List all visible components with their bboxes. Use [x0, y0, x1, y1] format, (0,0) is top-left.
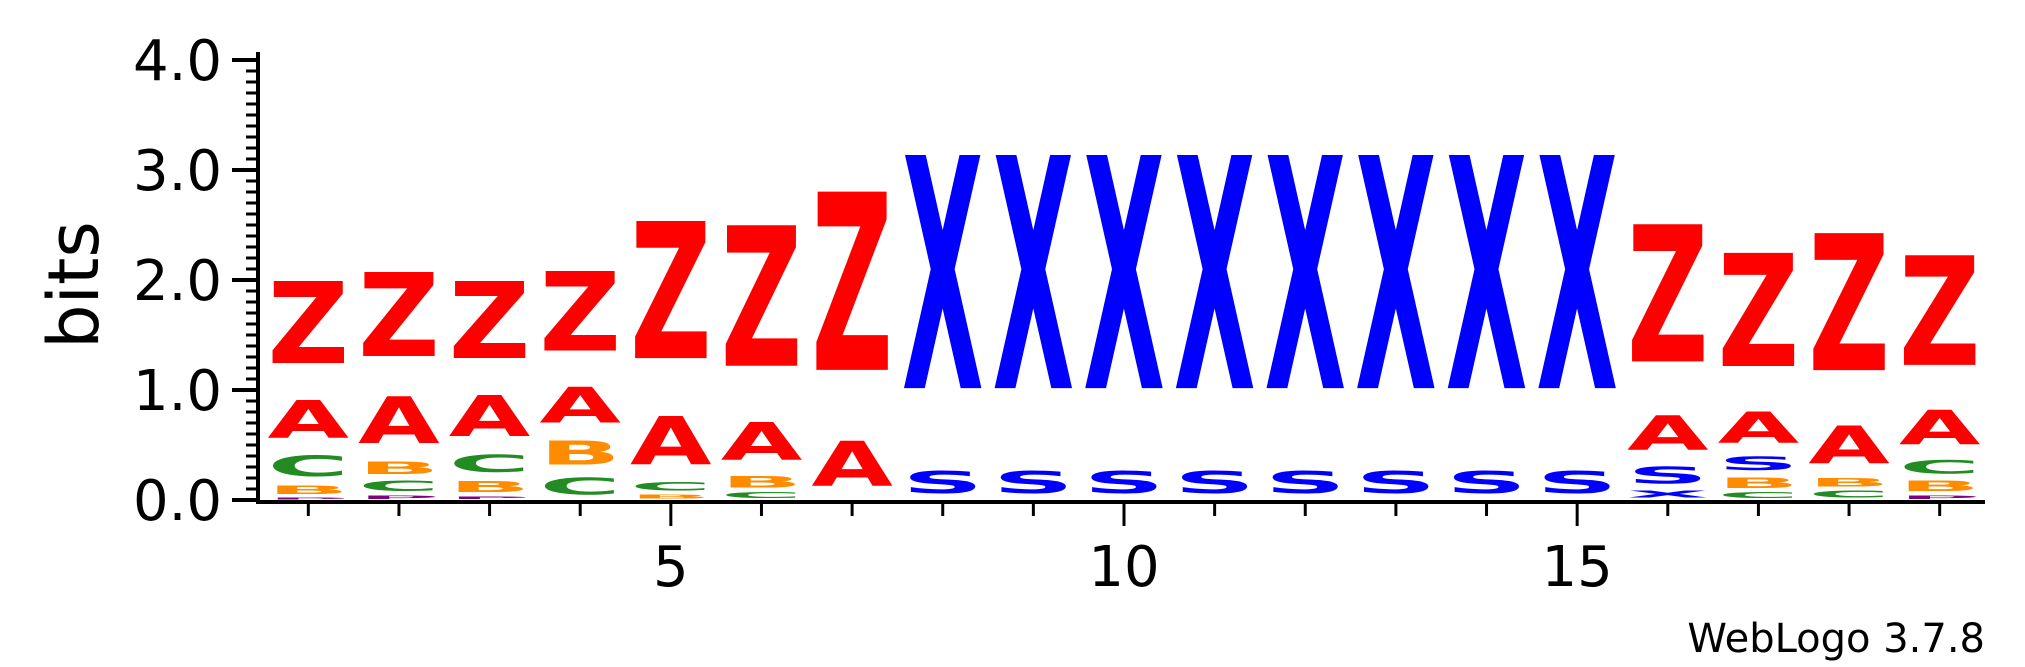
glyph-pos16-Z: Z	[1627, 187, 1709, 407]
glyph-pos19-B: B	[1899, 478, 1981, 494]
y-tick-label: 3.0	[133, 139, 222, 204]
x-axis: 5 10 15	[256, 500, 1985, 600]
glyph-pos18-C: C	[1808, 489, 1890, 500]
glyph-pos6-Z: Z	[721, 189, 803, 413]
glyph-pos2-A: A	[358, 383, 440, 458]
glyph-pos18-B: B	[1808, 476, 1890, 489]
glyph-pos7-Z: Z	[811, 142, 893, 427]
glyph-pos15-S: S	[1536, 465, 1618, 500]
glyph-pos17-S: S	[1718, 453, 1800, 475]
glyph-pos1-P: P	[268, 497, 350, 500]
glyph-pos2-P: P	[358, 495, 440, 500]
glyph-pos7-A: A	[811, 429, 893, 500]
glyph-pos14-S: S	[1446, 465, 1528, 500]
glyph-pos5-Z: Z	[630, 183, 712, 403]
glyph-pos3-B: B	[449, 478, 531, 496]
glyph-pos5-C: C	[630, 480, 712, 493]
glyph-pos16-A: A	[1627, 407, 1709, 462]
glyph-pos2-Z: Z	[358, 250, 440, 383]
glyph-pos19-C: C	[1899, 456, 1981, 478]
x-tick-label: 10	[1088, 535, 1159, 600]
glyph-pos17-B: B	[1718, 475, 1800, 491]
glyph-pos18-A: A	[1808, 415, 1890, 475]
glyph-pos13-S: S	[1355, 465, 1437, 500]
glyph-pos3-Z: Z	[449, 261, 531, 384]
glyph-pos11-X: X	[1174, 93, 1256, 465]
glyph-pos3-A: A	[449, 384, 531, 449]
glyph-pos3-P: P	[449, 496, 531, 500]
glyph-pos12-X: X	[1264, 93, 1346, 465]
glyph-pos9-S: S	[993, 465, 1075, 500]
y-tick-label: 1.0	[133, 359, 222, 424]
y-tick-label: 0.0	[133, 469, 222, 534]
glyph-pos8-X: X	[902, 93, 984, 465]
glyph-pos12-S: S	[1264, 465, 1346, 500]
x-tick-label: 15	[1542, 535, 1613, 600]
glyph-pos18-Z: Z	[1808, 195, 1890, 415]
glyph-pos4-B: B	[539, 434, 621, 472]
glyph-pos19-A: A	[1899, 402, 1981, 457]
glyph-pos10-X: X	[1083, 93, 1165, 465]
glyph-pos5-B: B	[630, 493, 712, 500]
glyph-pos5-A: A	[630, 403, 712, 480]
glyph-pos1-B: B	[268, 483, 350, 496]
glyph-pos1-Z: Z	[268, 258, 350, 390]
glyph-pos1-A: A	[268, 390, 350, 450]
glyph-pos1-C: C	[268, 451, 350, 484]
glyph-pos14-X: X	[1446, 93, 1528, 465]
glyph-pos19-P: P	[1899, 495, 1981, 500]
glyph-pos17-A: A	[1718, 403, 1800, 453]
glyph-pos4-C: C	[539, 472, 621, 500]
glyph-pos8-S: S	[902, 465, 984, 500]
glyph-pos2-B: B	[358, 458, 440, 478]
glyph-pos19-Z: Z	[1899, 227, 1981, 401]
y-tick-label: 2.0	[133, 249, 222, 314]
glyph-pos15-X: X	[1536, 93, 1618, 465]
x-tick-label: 5	[653, 535, 689, 600]
y-tick-label: 4.0	[133, 29, 222, 94]
glyph-pos10-S: S	[1083, 465, 1165, 500]
glyph-pos16-S: S	[1627, 462, 1709, 489]
glyph-pos17-C: C	[1718, 491, 1800, 500]
glyph-pos6-C: C	[721, 491, 803, 500]
glyph-pos6-B: B	[721, 473, 803, 492]
glyph-pos3-C: C	[449, 449, 531, 478]
glyph-pos6-A: A	[721, 412, 803, 472]
y-axis-label: bits	[33, 221, 115, 349]
glyph-pos13-X: X	[1355, 93, 1437, 465]
logo-glyphs: PBCAZPCBAZPBCAZCBAZBCAZCBAZAZSXSXSXSXSXS…	[268, 93, 1981, 501]
weblogo-credit: WebLogo 3.7.8	[1687, 616, 1985, 662]
y-axis: 0.0 1.0 2.0 3.0 4.0	[133, 29, 260, 534]
glyph-pos2-C: C	[358, 478, 440, 495]
glyph-pos11-S: S	[1174, 465, 1256, 500]
glyph-pos4-Z: Z	[539, 250, 621, 377]
glyph-pos4-A: A	[539, 378, 621, 435]
glyph-pos17-Z: Z	[1718, 222, 1800, 403]
glyph-pos16-X: X	[1627, 489, 1709, 500]
glyph-pos9-X: X	[993, 93, 1075, 465]
